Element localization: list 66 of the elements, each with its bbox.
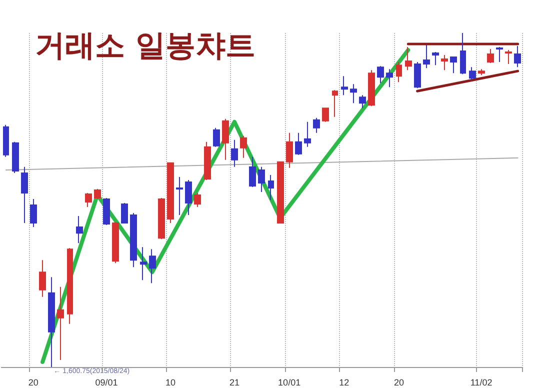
candlestick bbox=[222, 118, 229, 160]
candlestick bbox=[112, 222, 119, 264]
x-tick-label: 11/02 bbox=[470, 378, 492, 388]
candlestick bbox=[441, 54, 448, 71]
candlestick bbox=[213, 127, 220, 148]
candlestick bbox=[496, 46, 503, 63]
candlestick bbox=[359, 94, 366, 109]
candlestick bbox=[505, 50, 512, 65]
candlestick bbox=[377, 66, 384, 84]
candlestick bbox=[176, 176, 183, 216]
x-tick-label: 12 bbox=[339, 378, 350, 388]
x-tick-label: 09/01 bbox=[95, 378, 118, 388]
candlestick bbox=[149, 248, 156, 284]
candlestick bbox=[295, 132, 302, 156]
candlestick bbox=[94, 188, 101, 200]
candlestick bbox=[450, 56, 457, 74]
candlestick bbox=[30, 198, 37, 228]
candlestick bbox=[140, 246, 147, 281]
candlestick bbox=[487, 48, 494, 64]
candlestick bbox=[130, 212, 137, 268]
candlestick bbox=[158, 197, 165, 240]
candlestick bbox=[67, 248, 73, 324]
candlestick bbox=[405, 46, 412, 71]
candlestick bbox=[39, 260, 46, 298]
candlestick bbox=[194, 192, 201, 208]
candlestick bbox=[304, 121, 311, 148]
candlestick bbox=[258, 166, 265, 192]
candlestick bbox=[341, 76, 348, 96]
x-tick-label: 20 bbox=[28, 378, 38, 388]
candlestick bbox=[469, 66, 476, 81]
candlestick bbox=[350, 84, 357, 104]
candlestick bbox=[48, 276, 55, 368]
candlestick bbox=[514, 46, 521, 68]
candlestick bbox=[396, 62, 402, 83]
x-tick-label: 10 bbox=[165, 378, 176, 388]
x-tick-label: 10/01 bbox=[278, 378, 301, 388]
x-tick-label: 20 bbox=[394, 378, 404, 388]
chart-title: 거래소 일봉챠트 bbox=[35, 28, 256, 64]
candlestick bbox=[386, 68, 393, 88]
candlestick bbox=[332, 90, 338, 118]
candlestick bbox=[85, 192, 92, 208]
candlestick bbox=[268, 174, 274, 200]
candlestick bbox=[21, 166, 28, 224]
candlestick bbox=[277, 161, 284, 224]
candlestick bbox=[423, 44, 430, 69]
candlestick bbox=[185, 179, 192, 216]
candlestick bbox=[231, 139, 238, 168]
candlestick bbox=[460, 32, 466, 75]
candlestick bbox=[313, 117, 320, 134]
x-tick-label: 21 bbox=[229, 378, 240, 388]
candlestick bbox=[204, 141, 211, 180]
candlestick bbox=[478, 68, 485, 76]
candlestick bbox=[103, 197, 110, 226]
candlestick bbox=[121, 202, 128, 224]
candlestick bbox=[167, 162, 174, 224]
candlestick bbox=[57, 286, 64, 360]
candlestick bbox=[12, 141, 19, 174]
candlestick bbox=[322, 108, 329, 122]
candlestick bbox=[240, 135, 247, 158]
candlestick bbox=[76, 216, 83, 244]
candlestick bbox=[368, 70, 375, 107]
candlestick bbox=[249, 156, 256, 188]
candlestick bbox=[286, 132, 293, 168]
candlestick bbox=[3, 124, 9, 158]
candlestick bbox=[414, 62, 421, 89]
candlestick bbox=[432, 52, 439, 66]
